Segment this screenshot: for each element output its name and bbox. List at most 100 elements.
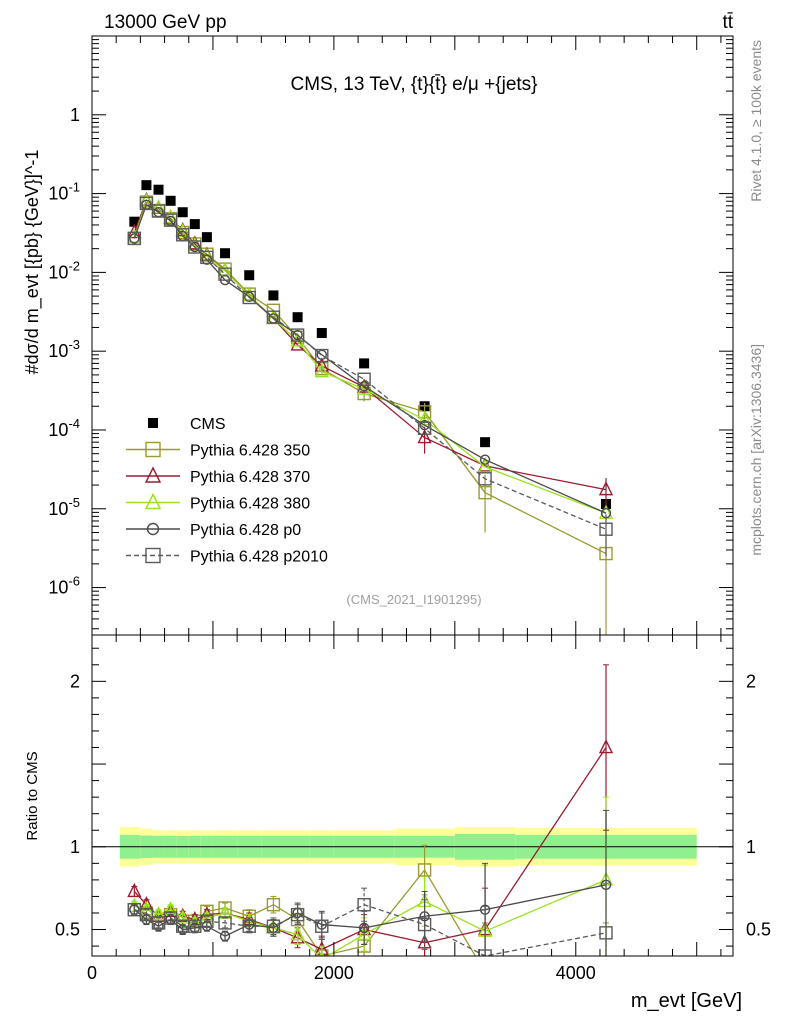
legend-marker xyxy=(148,418,158,428)
ratio-point-p2010 xyxy=(242,919,256,933)
ratio-point-p0 xyxy=(358,922,370,934)
point-p2010 xyxy=(151,204,166,218)
ratio-point-p350 xyxy=(417,863,432,877)
main-y-tick-label: 10-4 xyxy=(48,416,80,440)
main-frame xyxy=(91,35,734,636)
point-p2010 xyxy=(242,290,256,305)
point-p2010 xyxy=(127,231,142,246)
point-p370 xyxy=(356,378,372,393)
ratio-point-p2010 xyxy=(357,898,371,912)
main-series-layer xyxy=(127,180,614,635)
ratio-point-p0 xyxy=(600,879,612,891)
main-axes: 1 10-1 10-2 10-3 10-4 10-5 10-6 xyxy=(48,35,733,635)
point-cms xyxy=(268,290,279,301)
point-cms xyxy=(220,248,231,259)
ratio-point-p350 xyxy=(600,967,612,979)
ratio-point-p2010 xyxy=(218,916,232,930)
ratio-series-layer xyxy=(127,664,614,979)
legend-entry-cms: CMS xyxy=(148,416,226,433)
point-p2010 xyxy=(200,250,214,265)
point-p350 xyxy=(266,303,281,318)
point-p380 xyxy=(127,228,142,243)
point-p2010 xyxy=(357,372,371,386)
ratio-y-tick-label: 1 xyxy=(70,837,80,857)
ratio-y-tick-label-right: 0.5 xyxy=(746,920,771,940)
point-p0 xyxy=(479,454,491,465)
main-y-tick-exponent: -6 xyxy=(68,574,80,589)
ratio-point-p380 xyxy=(175,909,190,924)
header-right: tt̄ xyxy=(722,12,733,33)
legend-marker xyxy=(146,522,160,536)
ratio-y-axis-label: Ratio to CMS xyxy=(24,751,41,840)
point-p2010 xyxy=(163,213,178,227)
legend-entry-p370: Pythia 6.428 370 xyxy=(126,466,310,486)
point-p370 xyxy=(598,481,614,496)
ratio-series-p2010 xyxy=(127,882,613,956)
point-p2010 xyxy=(599,522,613,536)
legend-marker xyxy=(145,547,161,564)
legend-entry-p2010: Pythia 6.428 p2010 xyxy=(126,547,328,566)
main-y-tick-exponent: -5 xyxy=(68,495,80,510)
main-y-label-text: #dσ/d m_evt [{pb} {GeV}]^-1 xyxy=(22,150,43,375)
main-y-tick-label: 1 xyxy=(70,105,80,125)
ratio-band-layer xyxy=(92,826,733,867)
legend-label: Pythia 6.428 p0 xyxy=(190,522,301,539)
point-cms xyxy=(480,437,491,448)
point-p2010 xyxy=(290,328,305,342)
ratio-point-p2010 xyxy=(266,919,281,933)
point-p0 xyxy=(189,241,201,253)
legend-label: CMS xyxy=(190,416,226,433)
point-cms xyxy=(153,184,164,195)
ratio-point-p2010 xyxy=(163,911,178,925)
point-p2010 xyxy=(139,196,154,211)
point-p0 xyxy=(358,380,370,392)
main-y-tick-label: 10-2 xyxy=(48,258,80,282)
point-p380 xyxy=(477,458,493,473)
ratio-point-p350 xyxy=(266,898,281,912)
watermark: (CMS_2021_I1901295) xyxy=(346,592,481,607)
point-p2010 xyxy=(478,472,492,486)
ratio-point-p2010 xyxy=(315,919,329,933)
legend-label: Pythia 6.428 p2010 xyxy=(190,549,328,566)
point-p380 xyxy=(314,363,329,378)
ratio-point-p2010 xyxy=(417,917,432,932)
ratio-y-tick-label-right: 2 xyxy=(746,671,756,691)
main-y-tick-label: 10-5 xyxy=(48,495,80,519)
series-p2010 xyxy=(127,196,613,557)
ratio-point-p380 xyxy=(290,925,305,941)
point-cms xyxy=(244,270,255,281)
legend: CMS Pythia 6.428 350 Pythia 6.428 370 Pythi… xyxy=(126,416,328,566)
main-title: CMS, 13 TeV, {t}{t̄} e/μ +{jets} xyxy=(290,74,537,95)
point-p380 xyxy=(163,208,178,224)
point-cms xyxy=(292,312,303,323)
ratio-point-p2010 xyxy=(599,926,613,940)
main-panel: 1 10-1 10-2 10-3 10-4 10-5 10-6 CMS, 13 TeV, {… xyxy=(22,35,734,636)
point-cms xyxy=(359,358,370,369)
legend-marker xyxy=(144,466,162,483)
side-text-top: Rivet 4.1.0, ≥ 100k events xyxy=(748,40,764,202)
legend-label: Pythia 6.428 380 xyxy=(190,496,310,513)
main-y-axis-label: #dσ/d m_evt [{pb} {GeV}]^-1 xyxy=(22,150,43,375)
ratio-point-p2010 xyxy=(139,907,154,922)
legend-label: Pythia 6.428 370 xyxy=(190,469,310,486)
x-label-text: m_evt [GeV] xyxy=(631,990,742,1012)
point-cms xyxy=(177,207,188,218)
point-p0 xyxy=(292,329,303,341)
ratio-panel: 0.5 0.5 1 1 2 2 0 2000 4000 Ratio to CMS m_evt [… xyxy=(24,634,771,1012)
point-p0 xyxy=(129,233,140,244)
point-p0 xyxy=(419,419,430,431)
ratio-point-p0 xyxy=(219,930,231,942)
main-y-tick-label: 10-3 xyxy=(48,337,80,361)
ratio-frame xyxy=(91,634,734,957)
legend-entry-p380: Pythia 6.428 380 xyxy=(126,492,310,513)
x-tick-label: 0 xyxy=(87,963,97,983)
point-cms xyxy=(141,180,152,191)
ratio-point-p2010 xyxy=(478,949,492,956)
point-p2010 xyxy=(188,240,202,254)
point-p380 xyxy=(290,332,305,347)
legend-entry-p350: Pythia 6.428 350 xyxy=(126,441,310,460)
point-p2010 xyxy=(176,228,190,242)
point-cms xyxy=(165,195,176,206)
ratio-series-p380 xyxy=(127,796,614,956)
